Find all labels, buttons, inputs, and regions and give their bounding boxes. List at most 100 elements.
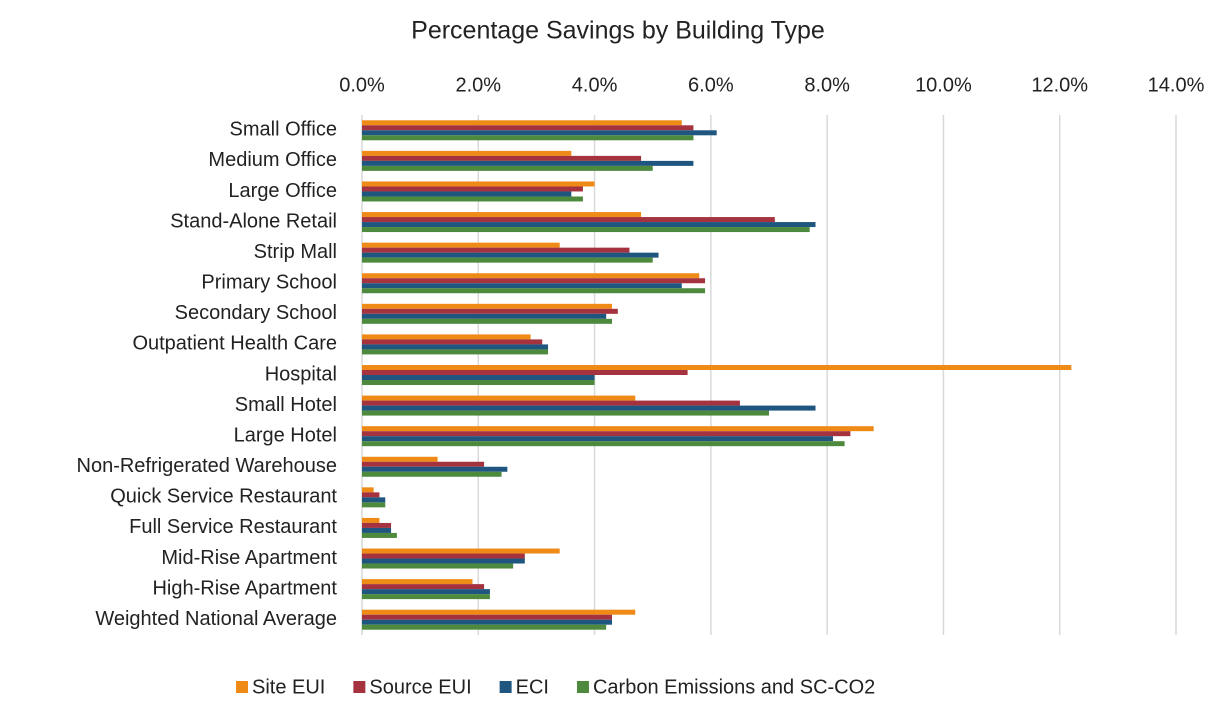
x-tick-label: 10.0% [915, 74, 972, 96]
bar [362, 217, 775, 223]
y-tick-label: Non-Refrigerated Warehouse [77, 455, 338, 477]
y-tick-label: Stand-Alone Retail [170, 210, 337, 232]
bar [362, 594, 490, 600]
bar [362, 155, 642, 161]
y-tick-label: Hospital [265, 363, 337, 385]
y-tick-label: Large Hotel [234, 424, 337, 446]
x-tick-label: 12.0% [1031, 74, 1088, 96]
bar [362, 502, 386, 508]
bar [362, 456, 438, 462]
bar [362, 563, 514, 569]
bar [362, 125, 694, 131]
y-tick-label: Outpatient Health Care [132, 333, 337, 355]
bar [362, 426, 874, 432]
legend-label: Carbon Emissions and SC-CO2 [593, 676, 875, 698]
bar [362, 318, 613, 324]
legend-swatch [576, 681, 589, 693]
bar [362, 257, 653, 263]
bar [362, 120, 682, 126]
x-tick-label: 2.0% [455, 74, 501, 96]
bar [362, 380, 595, 385]
chart-title: Percentage Savings by Building Type [411, 17, 825, 45]
bar [362, 548, 560, 554]
bar [362, 165, 653, 171]
bar [362, 222, 816, 228]
bar [362, 527, 392, 533]
bar [362, 431, 851, 437]
y-tick-label: Strip Mall [254, 241, 337, 263]
bar [362, 517, 380, 523]
bar [362, 186, 583, 192]
y-tick-label: Full Service Restaurant [129, 516, 337, 538]
y-tick-label: Primary School [201, 272, 337, 294]
bar [362, 247, 630, 253]
bar [362, 227, 810, 233]
bar [362, 365, 1072, 370]
legend-swatch [499, 681, 512, 693]
bar [362, 370, 688, 375]
bar [362, 584, 485, 590]
y-tick-label: Mid-Rise Apartment [161, 547, 337, 569]
bar [362, 471, 502, 477]
bar [362, 619, 613, 625]
y-tick-label: Large Office [228, 180, 337, 202]
bar [362, 150, 572, 156]
bar [362, 334, 531, 340]
bar [362, 497, 386, 503]
bar [362, 288, 706, 294]
bar [362, 313, 607, 319]
bar [362, 375, 595, 380]
bar [362, 273, 700, 279]
bar [362, 441, 845, 447]
legend-swatch [236, 681, 248, 693]
y-tick-label: Small Office [230, 119, 337, 141]
bar [362, 579, 473, 585]
bar [362, 308, 618, 314]
bar [362, 303, 613, 309]
bar [362, 436, 833, 442]
bar [362, 609, 636, 615]
bar [362, 410, 769, 416]
bar [362, 160, 694, 166]
y-tick-label: Medium Office [208, 149, 337, 171]
legend-label: Site EUI [252, 676, 325, 698]
bar [362, 492, 380, 498]
bar [362, 487, 374, 493]
x-tick-label: 4.0% [572, 74, 618, 96]
bar [362, 558, 525, 564]
bar [362, 466, 508, 472]
bar [362, 624, 607, 630]
bar [362, 589, 490, 595]
bar [362, 532, 397, 538]
bar [362, 339, 543, 345]
legend-label: ECI [516, 676, 549, 698]
bar [362, 135, 694, 141]
bar [362, 212, 642, 218]
legend-label: Source EUI [369, 676, 471, 698]
bar [362, 461, 485, 467]
bar [362, 252, 659, 258]
bar [362, 553, 525, 559]
x-tick-label: 8.0% [804, 74, 850, 96]
y-tick-label: Weighted National Average [95, 608, 337, 630]
bar [362, 278, 706, 284]
bar [362, 405, 816, 411]
bar [362, 522, 392, 528]
y-tick-label: Quick Service Restaurant [110, 486, 337, 508]
bar [362, 344, 549, 350]
bar [362, 400, 740, 406]
x-tick-label: 0.0% [339, 74, 385, 96]
x-tick-label: 14.0% [1148, 74, 1205, 96]
bar [362, 395, 636, 401]
y-tick-label: Secondary School [175, 302, 337, 324]
bar [362, 614, 613, 620]
bar [362, 196, 583, 202]
bar [362, 242, 560, 248]
bar [362, 181, 595, 187]
x-tick-label: 6.0% [688, 74, 734, 96]
bar [362, 191, 572, 197]
bar [362, 130, 717, 136]
y-tick-label: High-Rise Apartment [152, 577, 337, 599]
y-tick-label: Small Hotel [235, 394, 337, 416]
